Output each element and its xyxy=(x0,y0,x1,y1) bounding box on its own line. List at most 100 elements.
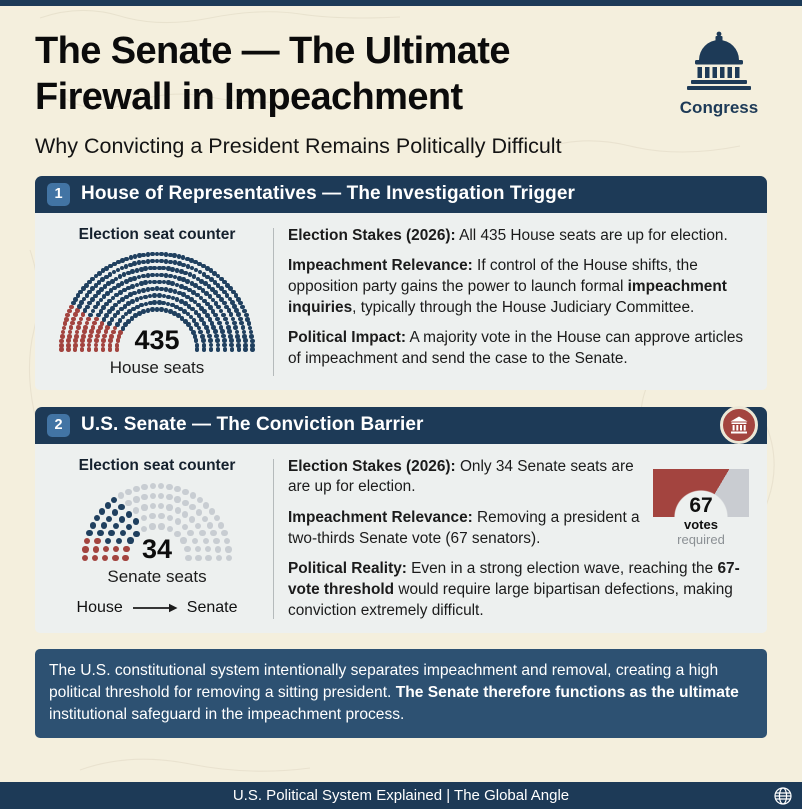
seat-dot xyxy=(79,342,85,348)
seat-dot xyxy=(210,308,216,314)
seat-dot xyxy=(174,530,181,538)
seat-dot xyxy=(143,280,148,285)
seat-dot xyxy=(182,499,189,507)
seat-dot xyxy=(157,482,165,490)
page-subtitle: Why Convicting a President Remains Polit… xyxy=(35,133,562,158)
seat-dot xyxy=(110,295,116,301)
seat-dot xyxy=(126,301,131,306)
seat-dot xyxy=(199,317,205,322)
seat-dot xyxy=(185,279,191,284)
seat-dot xyxy=(102,284,108,289)
seat-dot xyxy=(197,269,203,275)
senate-seat-chart: 34 xyxy=(82,482,232,564)
seat-dot xyxy=(116,299,122,305)
seat-dot xyxy=(121,272,127,278)
seat-dot xyxy=(100,342,106,348)
seat-dot xyxy=(104,266,109,271)
seat-dot xyxy=(179,315,185,321)
seat-dot xyxy=(189,504,196,511)
seat-dot xyxy=(243,312,249,318)
seat-dot xyxy=(80,338,85,343)
seat-dot xyxy=(67,308,72,314)
seat-dot xyxy=(147,300,153,306)
summary-callout: The U.S. constitutional system intention… xyxy=(35,649,767,738)
section-house-header: 1 House of Representatives — The Investi… xyxy=(35,175,767,213)
seat-dot xyxy=(206,522,213,529)
seat-dot xyxy=(189,258,194,263)
seat-dot xyxy=(197,285,202,291)
seat-dot xyxy=(102,333,107,339)
seat-dot xyxy=(246,321,252,326)
seat-dot xyxy=(137,311,142,316)
seat-dot xyxy=(113,545,120,553)
seat-dot xyxy=(147,279,153,285)
seat-dot xyxy=(128,255,134,260)
seat-dot xyxy=(202,309,207,314)
seat-dot xyxy=(75,308,80,313)
seat-dot xyxy=(81,286,86,291)
seat-dot xyxy=(182,309,187,314)
seat-dot xyxy=(215,347,221,352)
seat-dot xyxy=(209,277,214,282)
seat-dot xyxy=(97,325,103,330)
seat-dot xyxy=(158,523,165,530)
seat-dot xyxy=(199,529,206,537)
seat-dot xyxy=(119,265,125,271)
seat-dot xyxy=(193,338,199,344)
seat-dot xyxy=(229,338,234,343)
seat-dot xyxy=(221,529,228,537)
seat-dot xyxy=(90,286,95,291)
seat-dot xyxy=(100,347,106,352)
seat-dot xyxy=(113,276,119,282)
seat-dot xyxy=(186,303,192,309)
seat-dot xyxy=(110,496,118,504)
seat-dot xyxy=(149,523,156,530)
seat-dot xyxy=(222,347,228,352)
seat-dot xyxy=(123,279,129,284)
seat-dot xyxy=(100,268,106,274)
seat-dot xyxy=(124,256,129,262)
seat-dot xyxy=(203,502,210,509)
impeachment-relevance-paragraph: Impeachment Relevance: Removing a presid… xyxy=(288,509,640,547)
seat-dot xyxy=(154,307,160,312)
seat-dot xyxy=(221,333,226,339)
seat-dot xyxy=(228,286,233,291)
column-divider xyxy=(273,458,274,620)
seat-dot xyxy=(189,281,195,286)
seat-dot xyxy=(195,292,200,298)
seat-dot xyxy=(172,289,178,294)
seat-dot xyxy=(249,338,255,344)
seat-dot xyxy=(145,308,151,313)
seat-dot xyxy=(118,306,124,312)
seat-dot xyxy=(217,522,225,529)
seat-dot xyxy=(222,279,227,285)
seat-dot xyxy=(242,308,247,314)
seat-dot xyxy=(229,342,235,348)
seat-dot xyxy=(92,554,99,561)
seat-dot xyxy=(133,485,140,493)
seat-dot xyxy=(108,288,114,294)
seat-dot xyxy=(109,305,115,311)
seat-dot xyxy=(161,293,167,299)
seat-dot xyxy=(84,320,90,326)
seat-dot xyxy=(141,273,146,279)
seat-dot xyxy=(96,290,101,295)
seat-dot xyxy=(200,288,206,294)
seat-dot xyxy=(200,338,206,344)
seat-dot xyxy=(222,289,227,295)
seat-dot xyxy=(149,482,157,490)
seat-dot xyxy=(191,537,199,544)
seat-dot xyxy=(120,530,127,537)
congress-logo: Congress xyxy=(671,28,767,118)
seat-dot xyxy=(111,269,117,275)
seat-dot xyxy=(230,316,236,322)
seat-dot xyxy=(189,492,197,499)
seat-dot xyxy=(92,293,98,299)
seat-dot xyxy=(90,276,95,282)
seat-dot xyxy=(93,342,99,348)
seat-dot xyxy=(208,508,216,515)
seat-dot xyxy=(147,293,153,299)
seat-dot xyxy=(110,329,116,335)
seat-dot xyxy=(174,507,181,514)
